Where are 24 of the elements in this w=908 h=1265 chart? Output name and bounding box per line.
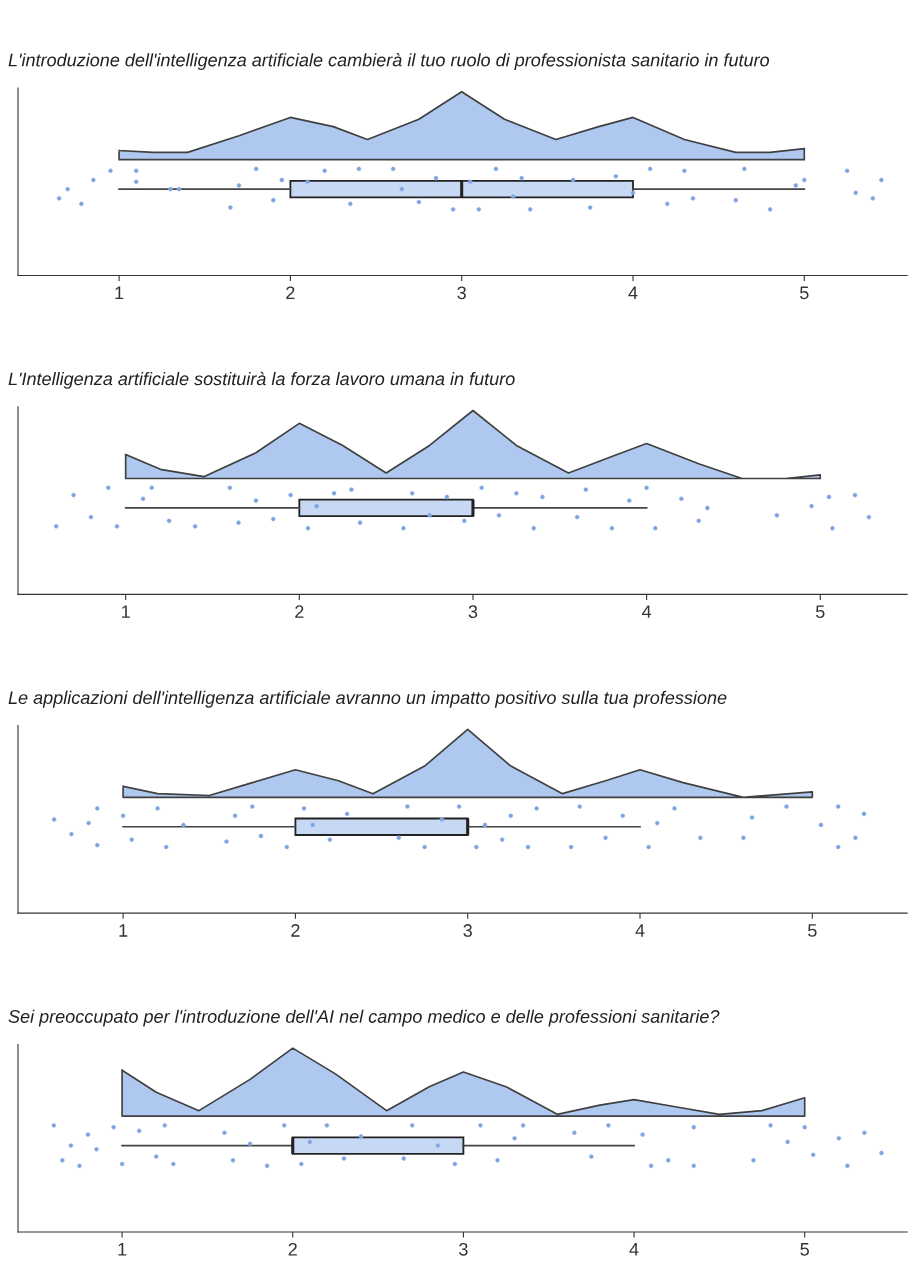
x-tick-label: 5 [808,924,817,937]
x-tick-label: 2 [295,605,304,618]
x-tick-label: 4 [642,605,652,618]
x-tick-label: 5 [800,286,809,300]
x-tick-label: 2 [291,924,300,937]
x-tick-label: 5 [815,605,825,619]
chart-title: L'introduzione dell'intelligenza artificiale cambierà il tuo ruolo di professionista sanitario in futuro [8,52,770,70]
x-tick-label: 3 [457,286,466,300]
x-tick-label: 1 [122,605,130,618]
x-tick-label: 3 [463,924,472,937]
x-tick-label: 4 [629,1243,639,1256]
x-tick-label: 3 [468,605,478,619]
x-tick-label: 2 [288,1242,297,1256]
chart-title: L'Intelligenza artificiale sostituirà la forza lavoro umana in futuro [8,371,515,389]
x-tick-label: 1 [115,286,124,300]
x-tick-label: 5 [800,1243,809,1256]
chart-title: Sei preoccupato per l'introduzione dell'AI nel campo medico e delle professioni sanitarie? [8,1009,720,1027]
chart-title: Le applicazioni dell'intelligenza artificiale avranno un impatto positivo sulla tua professione [8,690,727,708]
x-tick-label: 3 [459,1242,468,1256]
x-tick-label: 4 [635,924,645,937]
x-tick-label: 4 [628,286,638,300]
x-tick-label: 1 [119,924,128,937]
x-tick-label: 1 [118,1243,127,1256]
x-tick-label: 2 [286,286,295,300]
